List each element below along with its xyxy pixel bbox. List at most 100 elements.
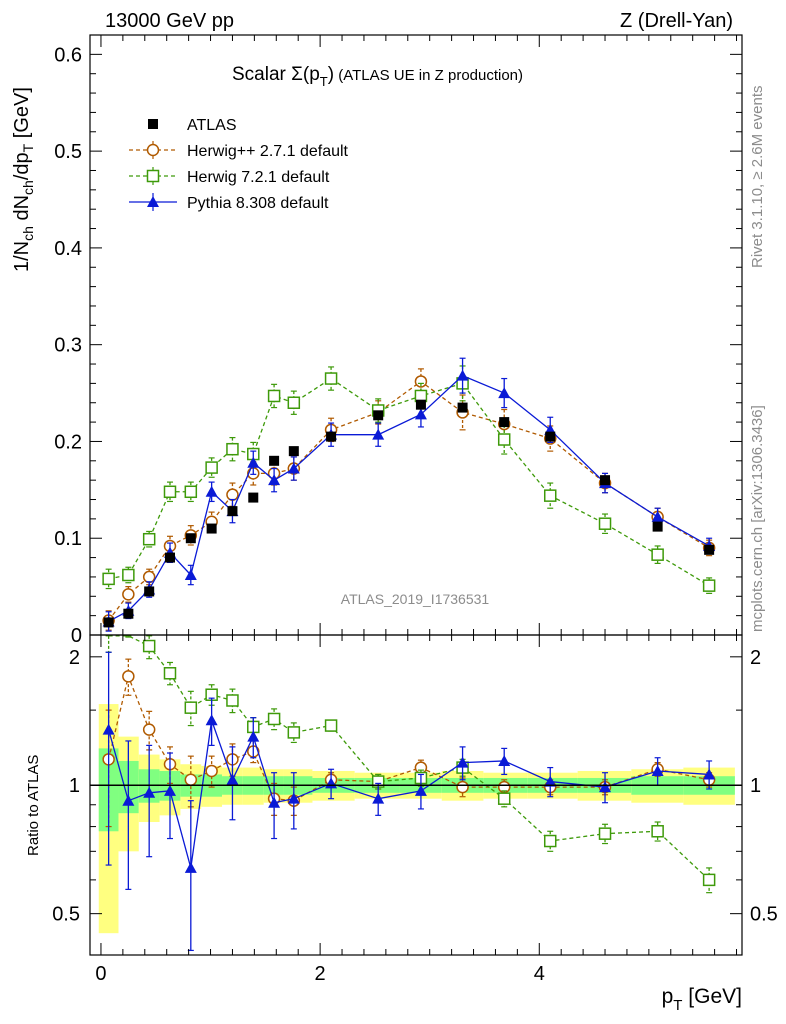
ratio-point — [324, 719, 338, 732]
y-tick-label: 0.4 — [54, 238, 82, 260]
ratio-point — [247, 730, 260, 742]
ratio-point — [226, 694, 239, 707]
data-point — [457, 402, 468, 413]
data-point — [287, 462, 300, 474]
data-point — [122, 588, 135, 601]
ratio-point — [702, 873, 716, 887]
data-point — [185, 533, 196, 544]
data-point — [415, 399, 426, 410]
series-herwig-7-2-1-default — [102, 365, 716, 894]
data-point — [543, 489, 557, 502]
data-point — [205, 485, 218, 497]
ratio-point — [143, 786, 156, 798]
data-point — [103, 617, 114, 628]
data-point — [247, 456, 260, 468]
data-point — [545, 431, 556, 442]
y-tick-label: 0.2 — [54, 431, 82, 453]
ratio-tick-label-right: 0.5 — [750, 904, 778, 926]
data-point — [652, 521, 663, 532]
ratio-point — [287, 792, 300, 804]
data-point — [267, 389, 281, 403]
y-axis-label: 1/Nch dNch/dpT [GeV] — [11, 87, 36, 272]
ratio-point — [184, 773, 198, 787]
data-point — [142, 570, 156, 584]
y-tick-label: 0 — [71, 625, 82, 647]
ratio-point — [205, 714, 218, 726]
ratio-axis-label: Ratio to ATLAS — [25, 755, 42, 856]
data-point — [414, 408, 427, 420]
data-point — [288, 446, 299, 457]
ratio-point — [651, 764, 664, 776]
ratio-point — [268, 796, 281, 808]
legend-item: ATLAS — [148, 117, 237, 134]
ratio-point — [267, 712, 281, 726]
ratio-point — [287, 726, 301, 739]
data-point — [598, 517, 612, 530]
legend-item: Herwig++ 2.7.1 default — [129, 141, 349, 160]
data-point — [163, 485, 177, 499]
ratio-point — [372, 792, 385, 804]
data-point — [326, 431, 337, 442]
data-point — [651, 510, 664, 522]
data-point — [269, 455, 280, 466]
ratio-point — [498, 754, 511, 766]
data-point — [123, 608, 134, 619]
ratio-point — [163, 667, 177, 680]
mcplots-label: mcplots.cern.ch [arXiv:1306.3436] — [749, 405, 766, 632]
ratio-point — [184, 701, 198, 714]
y-tick-label: 0.6 — [54, 44, 82, 66]
ratio-point — [456, 780, 469, 794]
data-point — [184, 485, 198, 499]
data-point — [702, 579, 716, 592]
ratio-point — [703, 768, 716, 780]
data-point — [324, 372, 338, 385]
ratio-point — [544, 775, 557, 787]
data-point — [226, 442, 239, 456]
data-point — [164, 552, 175, 563]
data-point — [372, 428, 385, 440]
ratio-bands — [98, 704, 735, 934]
data-point — [122, 568, 135, 582]
data-point — [497, 433, 511, 446]
legend-item: Pythia 8.308 default — [129, 193, 329, 212]
x-tick-label: 0 — [95, 963, 106, 985]
data-point — [414, 375, 428, 388]
data-point — [600, 475, 611, 486]
data-point — [142, 532, 156, 546]
ratio-point — [102, 723, 115, 735]
data-point — [184, 569, 197, 580]
legend-label: Herwig 7.2.1 default — [187, 169, 330, 186]
legend-label: Pythia 8.308 default — [187, 195, 329, 212]
ratio-line-herwig-7-2-1-default — [108, 635, 710, 881]
ratio-point — [497, 792, 511, 805]
ratio-point — [598, 827, 612, 840]
ratio-point — [122, 670, 135, 683]
y-tick-label: 0.1 — [54, 528, 82, 550]
data-point — [268, 474, 281, 486]
analysis-id: ATLAS_2019_I1736531 — [341, 591, 490, 607]
x-axis-label: pT [GeV] — [662, 985, 742, 1014]
data-point — [206, 523, 217, 534]
x-tick-label: 2 — [315, 963, 326, 985]
ratio-point — [184, 861, 197, 873]
data-point — [651, 548, 664, 561]
series-atlas — [103, 399, 715, 628]
chart-axes: 0 2 400.10.20.30.40.50.60.5 0.51 12 2 — [52, 34, 778, 985]
ratio-tick-label-right: 1 — [750, 775, 761, 797]
legend-marker — [146, 143, 160, 157]
ratio-point — [163, 784, 176, 796]
ratio-point — [205, 764, 218, 778]
y-tick-label: 0.3 — [54, 335, 82, 357]
series-line-herwig-7-2-1-default — [108, 377, 710, 587]
header-right: Z (Drell-Yan) — [620, 10, 733, 32]
series-line-pythia-8-308-default — [108, 374, 710, 623]
x-tick-label: 4 — [534, 963, 545, 985]
ratio-tick-label: 1 — [69, 775, 80, 797]
data-point — [226, 488, 239, 501]
data-point — [499, 417, 510, 428]
ratio-tick-label: 0.5 — [52, 904, 80, 926]
legend-marker — [148, 119, 158, 129]
ratio-point — [142, 639, 156, 653]
ratio-point — [142, 723, 156, 736]
